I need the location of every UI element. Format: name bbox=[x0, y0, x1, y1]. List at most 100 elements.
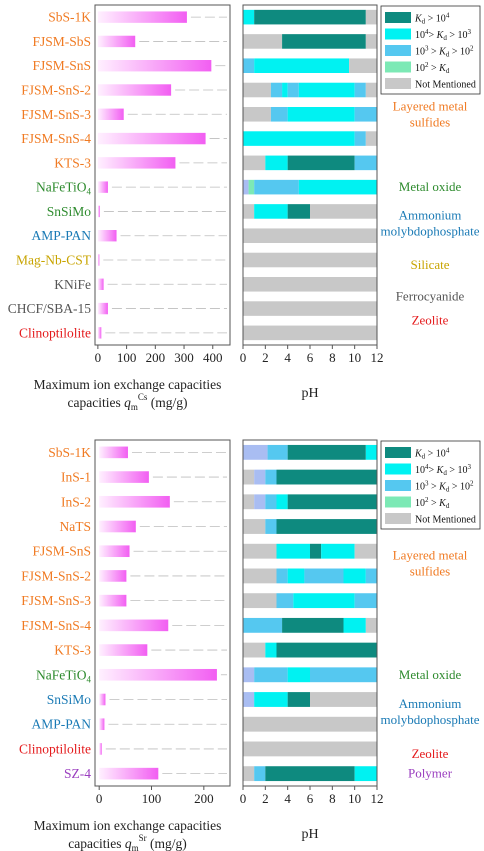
x-tick-label: 6 bbox=[307, 350, 314, 365]
x-axis-label: pH bbox=[301, 827, 318, 842]
ph-segment bbox=[293, 593, 355, 609]
ph-segment bbox=[276, 494, 288, 510]
capacity-bar bbox=[97, 11, 187, 23]
group-label-sulfide: Layered metal bbox=[393, 548, 468, 563]
ph-segment bbox=[265, 469, 277, 485]
x-tick-label: 4 bbox=[284, 350, 291, 365]
panels: SbS-1K FJSM-SbS FJSM-SnS FJSM-SnS-2 FJSM-SnS… bbox=[8, 4, 481, 851]
capacity-bar bbox=[99, 495, 170, 508]
group-label-polymer: Polymer bbox=[408, 766, 453, 781]
x-tick-label: 2 bbox=[262, 350, 269, 365]
ph-segment bbox=[254, 9, 366, 25]
legend-swatch bbox=[385, 463, 411, 475]
ph-segment bbox=[243, 593, 277, 609]
ph-segment bbox=[248, 179, 255, 195]
ph-segment bbox=[243, 766, 255, 782]
ph-segment bbox=[243, 107, 271, 122]
legend-swatch bbox=[385, 447, 411, 458]
material-label: KTS-3 bbox=[54, 643, 91, 658]
ph-segment bbox=[243, 469, 255, 485]
x-tick-label: 2 bbox=[262, 791, 269, 806]
capacity-panel-sr: SbS-1K InS-1 InS-2 NaTS FJSM-SnS FJSM-SnS-2 FJ… bbox=[19, 439, 231, 851]
x-axis-label: Maximum ion exchange capacities bbox=[34, 818, 222, 833]
x-tick-label: 300 bbox=[174, 350, 194, 365]
ph-segment bbox=[354, 593, 377, 609]
material-label: NaFeTiO4 bbox=[36, 667, 92, 684]
ph-segment bbox=[354, 82, 366, 98]
ph-segment bbox=[254, 766, 266, 782]
ph-segment bbox=[354, 543, 377, 559]
legend-swatch bbox=[385, 45, 411, 56]
capacity-bar bbox=[97, 84, 172, 96]
capacity-bar bbox=[99, 570, 127, 582]
x-tick-label: 100 bbox=[142, 791, 162, 806]
material-label: FJSM-SnS-2 bbox=[21, 83, 91, 98]
legend-swatch bbox=[385, 496, 411, 508]
legend-swatch bbox=[385, 61, 411, 73]
capacity-bar bbox=[97, 108, 124, 120]
ph-segment bbox=[254, 494, 266, 510]
ph-segment bbox=[310, 692, 377, 707]
ph-segment bbox=[265, 155, 288, 171]
ph-segment bbox=[243, 252, 377, 268]
ph-segment bbox=[298, 179, 377, 195]
ph-segment bbox=[298, 82, 355, 98]
ph-segment bbox=[287, 82, 299, 98]
ph-segment bbox=[287, 667, 310, 683]
x-tick-label: 400 bbox=[203, 350, 223, 365]
material-label: InS-2 bbox=[61, 494, 91, 509]
legend-swatch bbox=[385, 513, 411, 524]
ph-segment bbox=[243, 716, 377, 732]
ph-segment bbox=[243, 131, 355, 146]
x-tick-label: 0 bbox=[96, 791, 103, 806]
ph-segment bbox=[270, 82, 283, 98]
group-label-zeolite: Zeolite bbox=[412, 313, 449, 328]
group-label-ammonium: Ammonium bbox=[399, 208, 462, 223]
ph-segment bbox=[287, 444, 366, 460]
ph-segment bbox=[354, 155, 377, 171]
x-tick-label: 12 bbox=[371, 350, 384, 365]
group-label-oxide: Metal oxide bbox=[399, 667, 462, 682]
capacity-bar bbox=[97, 254, 100, 266]
capacity-bar bbox=[99, 594, 127, 607]
ph-segment bbox=[254, 667, 288, 683]
ph-segment bbox=[243, 642, 266, 658]
capacity-bar bbox=[97, 230, 117, 242]
ph-segment bbox=[243, 692, 255, 707]
ph-segment bbox=[243, 179, 249, 195]
ph-segment bbox=[310, 204, 377, 219]
group-label-ferrocyanide: Ferrocyanide bbox=[396, 288, 465, 303]
legend-label: 103 > Kd > 102 bbox=[415, 480, 474, 494]
capacity-bar bbox=[99, 644, 148, 656]
legend-label: 102 > Kd bbox=[415, 496, 450, 510]
capacity-bar bbox=[99, 718, 105, 731]
ph-segment bbox=[270, 107, 288, 122]
ph-segment bbox=[365, 34, 377, 49]
group-label-sulfide: Layered metal bbox=[393, 98, 468, 113]
ph-segment bbox=[276, 519, 377, 534]
legend: Kd > 104 104> Kd > 103 103 > Kd > 102 102 >… bbox=[380, 440, 481, 530]
ph-segment bbox=[254, 692, 288, 707]
ph-segment bbox=[304, 568, 344, 584]
ph-segment bbox=[243, 667, 255, 683]
ph-segment bbox=[287, 204, 310, 219]
legend-label: Kd > 104 bbox=[414, 12, 450, 26]
ph-segment bbox=[287, 155, 355, 171]
legend-label: 102 > Kd bbox=[415, 61, 450, 75]
group-label-sulfide: sulfides bbox=[410, 564, 450, 579]
ph-segment bbox=[243, 494, 255, 510]
ph-segment bbox=[343, 568, 366, 584]
ph-segment bbox=[276, 593, 294, 609]
material-label: FJSM-SbS bbox=[32, 34, 91, 49]
ph-frame bbox=[242, 439, 378, 787]
group-label-oxide: Metal oxide bbox=[399, 179, 462, 194]
ph-segment bbox=[349, 58, 377, 73]
material-label: AMP-PAN bbox=[31, 717, 91, 732]
capacity-frame bbox=[94, 4, 231, 346]
ph-segment bbox=[282, 82, 288, 98]
capacity-bar bbox=[99, 471, 149, 483]
x-tick-label: 200 bbox=[146, 350, 166, 365]
ph-segment bbox=[254, 204, 288, 219]
group-label-ammonium: Ammonium bbox=[399, 696, 462, 711]
capacity-bar bbox=[99, 520, 136, 533]
